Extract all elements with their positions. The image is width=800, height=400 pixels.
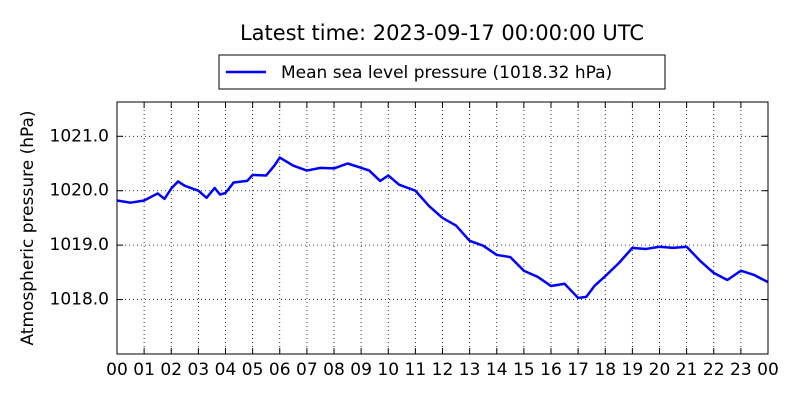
x-tick-label: 00 — [106, 360, 128, 380]
x-tick-label: 22 — [703, 360, 725, 380]
x-tick-label: 18 — [594, 360, 616, 380]
x-tick-label: 16 — [540, 360, 562, 380]
x-tick-label: 14 — [486, 360, 508, 380]
y-tick-label: 1020.0 — [50, 181, 109, 201]
x-tick-label: 21 — [676, 360, 698, 380]
x-tick-label: 06 — [269, 360, 291, 380]
x-tick-label: 02 — [160, 360, 182, 380]
x-tick-label: 20 — [649, 360, 671, 380]
x-tick-label: 00 — [757, 360, 779, 380]
x-tick-label: 05 — [242, 360, 264, 380]
y-tick-label: 1018.0 — [50, 290, 109, 310]
legend-label: Mean sea level pressure (1018.32 hPa) — [281, 63, 612, 83]
x-tick-label: 23 — [730, 360, 752, 380]
x-tick-label: 15 — [513, 360, 535, 380]
plot-frame — [116, 101, 769, 355]
x-tick-label: 11 — [405, 360, 427, 380]
chart-title: Latest time: 2023-09-17 00:00:00 UTC — [240, 21, 644, 45]
legend-box — [218, 54, 666, 90]
x-tick-label: 07 — [296, 360, 318, 380]
x-tick-label: 08 — [323, 360, 345, 380]
x-tick-label: 19 — [622, 360, 644, 380]
x-tick-label: 12 — [432, 360, 454, 380]
x-tick-label: 01 — [133, 360, 155, 380]
x-tick-label: 17 — [567, 360, 589, 380]
x-tick-label: 03 — [188, 360, 210, 380]
x-tick-label: 04 — [215, 360, 237, 380]
x-tick-label: 09 — [350, 360, 372, 380]
y-axis-label: Atmospheric pressure (hPa) — [18, 110, 38, 345]
x-tick-label: 13 — [459, 360, 481, 380]
x-tick-label: 10 — [377, 360, 399, 380]
y-tick-label: 1019.0 — [50, 235, 109, 255]
data-line — [116, 156, 769, 300]
y-tick-label: 1021.0 — [50, 126, 109, 146]
